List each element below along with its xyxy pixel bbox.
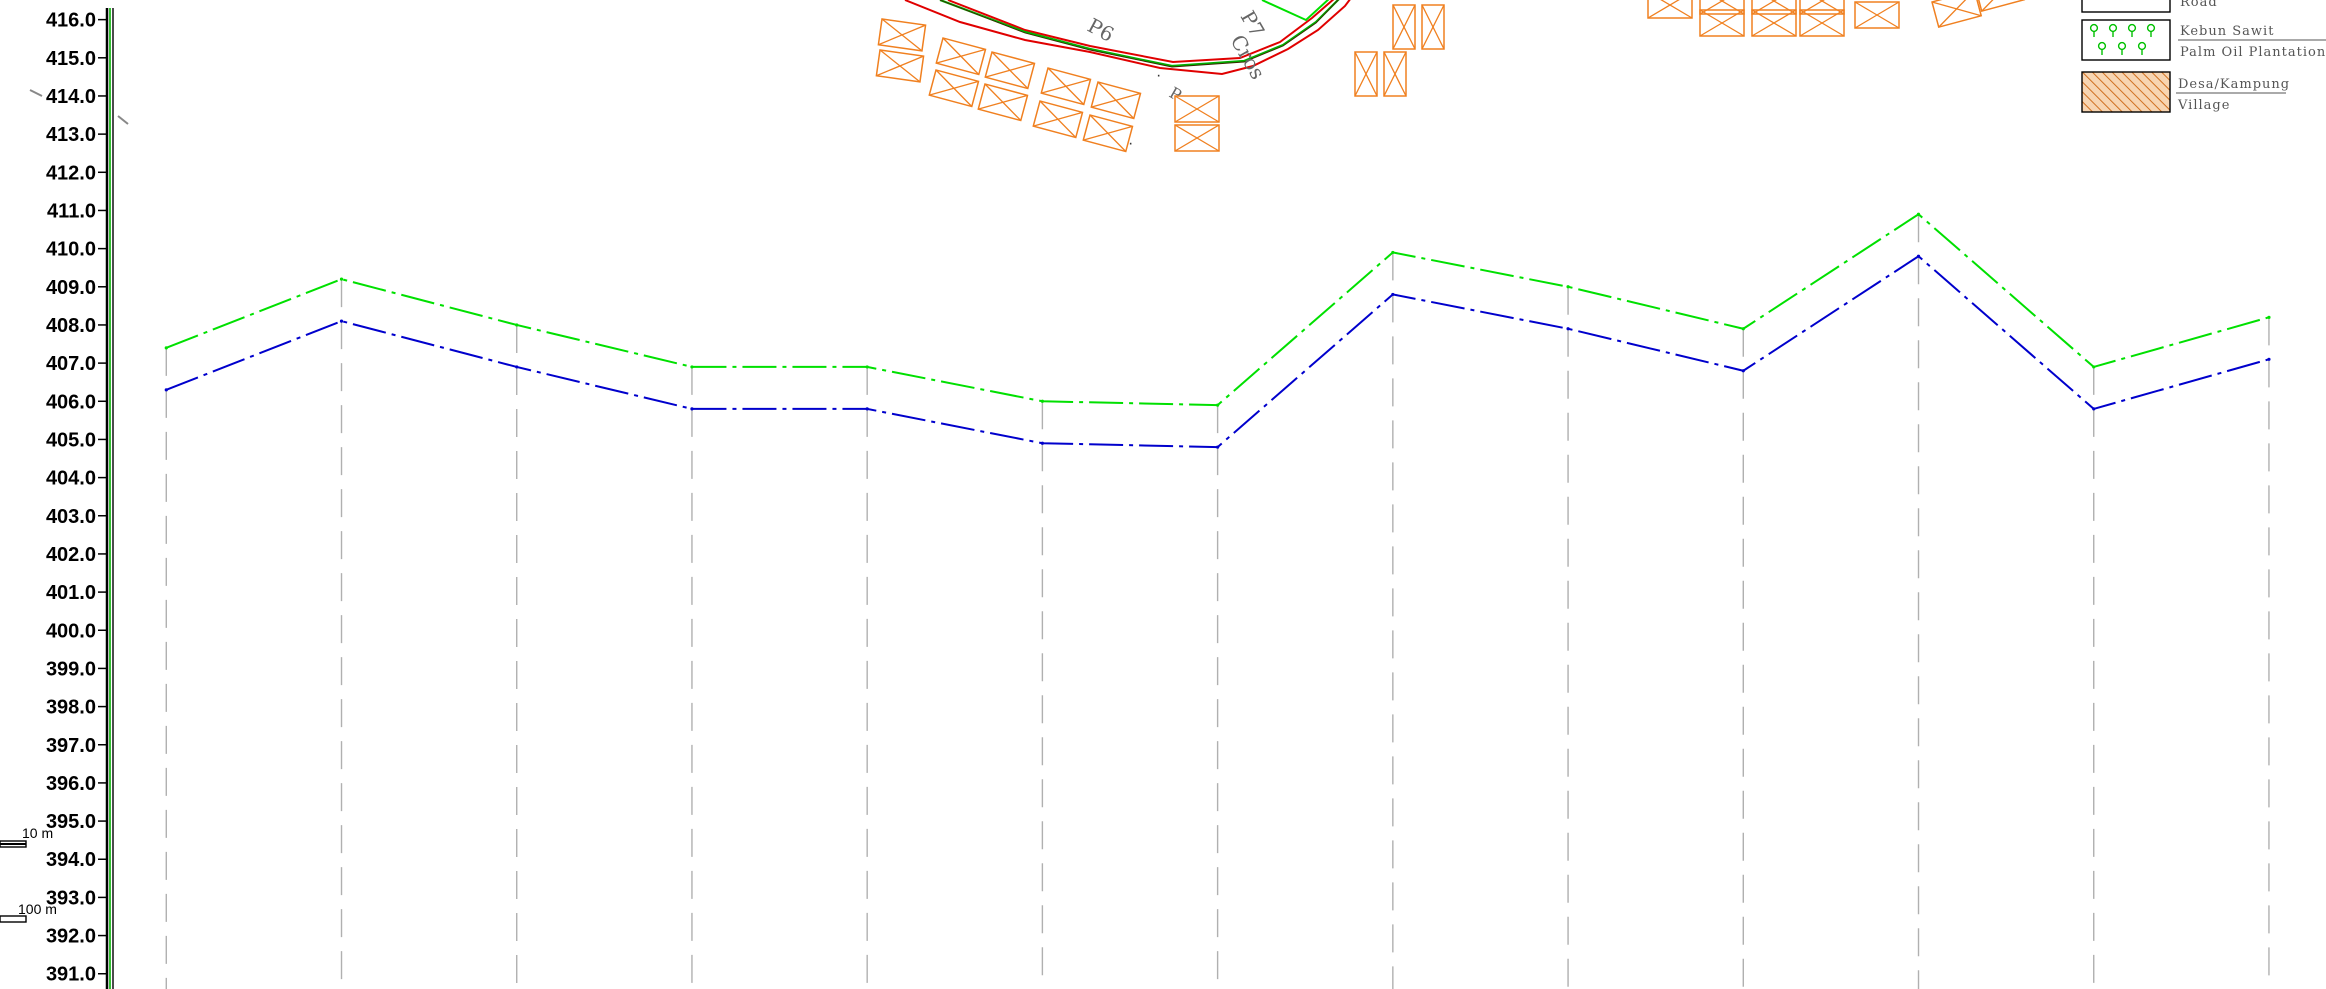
series-point	[865, 407, 869, 411]
y-tick-label: 406.0	[46, 391, 96, 413]
series-point	[339, 277, 344, 281]
series-point	[2092, 407, 2096, 411]
y-tick-label: 401.0	[46, 582, 96, 604]
y-tick-label: 397.0	[46, 735, 96, 757]
series-point	[515, 365, 519, 369]
series-point	[1040, 399, 1044, 403]
series-point	[1916, 212, 1921, 216]
legend-label-village: Desa/Kampung	[2178, 77, 2290, 92]
y-tick-label: 398.0	[46, 697, 96, 719]
y-tick-label: 407.0	[46, 353, 96, 375]
series-point	[1741, 327, 1745, 331]
y-tick-label: 399.0	[46, 658, 96, 680]
y-tick-label: 416.0	[46, 10, 96, 32]
series-point	[1216, 445, 1220, 449]
hatch-icon	[2081, 71, 2171, 113]
plan-label-crossing: Cros	[1226, 31, 1270, 84]
y-tick-label: 405.0	[46, 429, 96, 451]
series-point	[1391, 292, 1395, 297]
series-line-0	[165, 213, 2270, 407]
legend-item-palm-oil: Kebun Sawit Palm Oil Plantation	[2081, 19, 2326, 61]
y-tick-label: 392.0	[46, 926, 96, 948]
y-tick-label: 402.0	[46, 544, 96, 566]
y-tick-label: 396.0	[46, 773, 96, 795]
y-axis-ticks: 416.0 415.0 414.0 413.0 412.0 411.0 410.0 409.0…	[46, 10, 107, 986]
legend-label-road: Road	[2180, 0, 2218, 10]
y-tick-label: 409.0	[46, 277, 96, 299]
y-tick-label: 391.0	[46, 964, 96, 986]
y-tick-label: 414.0	[46, 86, 96, 108]
svg-text:·: ·	[1156, 67, 1161, 84]
legend-label-village-en: Village	[2177, 98, 2230, 113]
road-alignment	[904, 0, 1351, 76]
y-tick-label: 404.0	[46, 468, 96, 490]
scale-bar-100m: 100 m	[0, 901, 57, 923]
series-point	[2267, 357, 2271, 361]
series-point	[164, 388, 168, 392]
series-point	[690, 407, 694, 411]
series-point	[1391, 250, 1395, 255]
plan-view-fragment: P6 P7 Cros P · ·	[875, 0, 2025, 153]
series-point	[339, 319, 344, 323]
svg-text:P: P	[1166, 83, 1185, 105]
scale-bar-10m: 10 m	[0, 825, 53, 848]
y-tick-label: 413.0	[46, 124, 96, 146]
legend: Road Kebun Sawit Palm Oil Plantation Des…	[2081, 0, 2326, 113]
y-tick-label: 410.0	[46, 239, 96, 261]
series-point	[164, 346, 168, 350]
y-tick-label: 415.0	[46, 48, 96, 70]
y-tick-label: 400.0	[46, 620, 96, 642]
station-gridlines	[165, 214, 2270, 989]
svg-text:·: ·	[1128, 135, 1133, 152]
y-tick-label: 393.0	[46, 887, 96, 909]
series-point	[2267, 315, 2271, 319]
series-point	[865, 365, 869, 369]
y-axis: 416.0 415.0 414.0 413.0 412.0 411.0 410.0 409.0…	[29, 8, 129, 989]
legend-label-palm-oil: Kebun Sawit	[2180, 24, 2274, 39]
profile-series	[164, 212, 2271, 449]
y-tick-label: 403.0	[46, 506, 96, 528]
y-tick-label: 394.0	[46, 849, 96, 871]
buildings	[875, 0, 2025, 153]
series-point	[1566, 285, 1570, 289]
plan-label-p6: P6	[1084, 13, 1118, 46]
y-tick-label: 411.0	[47, 200, 96, 222]
y-tick-label: 395.0	[46, 811, 96, 833]
scale-bars: 10 m 100 m	[0, 825, 57, 923]
series-point	[1741, 369, 1745, 373]
legend-label-palm-oil-en: Palm Oil Plantation	[2180, 45, 2326, 60]
palm-tree-icon	[2089, 23, 2156, 56]
series-point	[1040, 441, 1044, 445]
legend-item-village: Desa/Kampung Village	[2081, 71, 2290, 113]
series-point	[2092, 365, 2096, 369]
series-point	[1216, 403, 1220, 407]
y-tick-label: 408.0	[46, 315, 96, 337]
scale-label-10m: 10 m	[22, 825, 53, 841]
scale-label-100m: 100 m	[18, 901, 57, 917]
series-point	[1566, 327, 1570, 331]
y-tick-label: 412.0	[46, 162, 96, 184]
series-point	[690, 365, 694, 369]
series-point	[1916, 254, 1921, 258]
series-point	[515, 323, 519, 327]
legend-item-road: Road	[2081, 0, 2218, 13]
